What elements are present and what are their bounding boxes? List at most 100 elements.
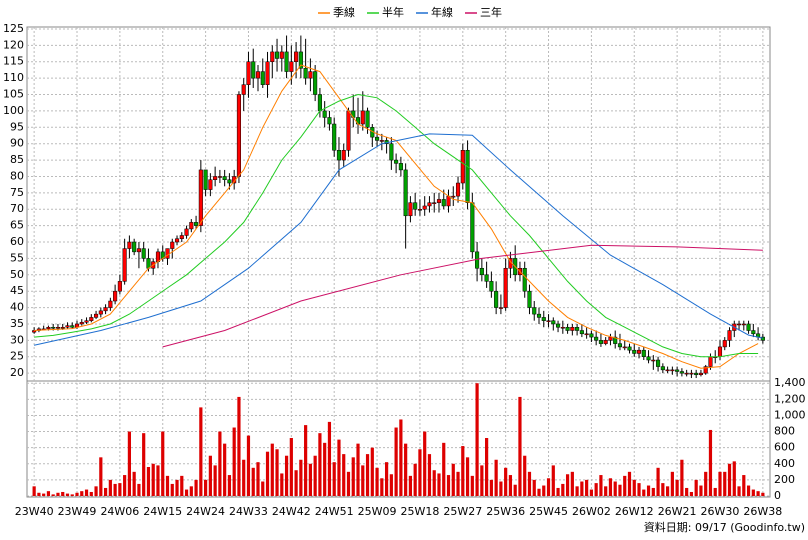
candle-body: [398, 163, 403, 171]
candle-body: [717, 346, 723, 357]
volume-tick-label: 200: [774, 473, 795, 486]
y-tick-label: 50: [10, 268, 24, 281]
volume-bar: [437, 473, 441, 496]
volume-bar: [537, 488, 541, 496]
candle-body: [284, 51, 289, 72]
candle-body: [656, 359, 661, 367]
volume-bar: [689, 491, 694, 496]
volume-bar: [470, 475, 474, 496]
volume-bar: [570, 471, 574, 496]
volume-bar: [708, 429, 713, 496]
candle-body: [608, 336, 613, 341]
volume-bar: [685, 487, 689, 496]
candle-body: [736, 323, 742, 326]
candle-body: [584, 333, 589, 336]
legend-label: 半年: [382, 5, 404, 19]
volume-bar: [80, 491, 84, 496]
volume-bar: [232, 427, 236, 496]
candle-body: [122, 248, 127, 282]
volume-bar: [99, 457, 103, 496]
volume-bar: [146, 467, 151, 496]
candle-body: [379, 140, 384, 142]
x-tick-label: 26W30: [701, 505, 740, 518]
volume-bar: [404, 443, 408, 496]
volume-panel: [26, 380, 771, 498]
candle-body: [470, 202, 475, 253]
candle-body: [603, 340, 608, 344]
candle-body: [498, 307, 503, 309]
candle-body: [327, 117, 332, 125]
volume-bar: [270, 443, 274, 496]
volume-bar: [142, 433, 146, 496]
candle-body: [522, 267, 527, 292]
candle-body: [274, 51, 280, 59]
volume-bar: [118, 483, 122, 496]
volume-bar: [175, 479, 179, 496]
candle-body: [441, 199, 446, 207]
candle-body: [484, 274, 489, 282]
x-tick-label: 26W02: [572, 505, 611, 518]
volume-tick-label: 1,200: [774, 392, 806, 405]
volume-bar: [637, 483, 641, 496]
volume-bar: [194, 479, 198, 496]
candle-body: [665, 369, 670, 372]
candle-body: [617, 343, 623, 348]
volume-bar: [75, 492, 79, 496]
candle-body: [446, 195, 451, 207]
candle-body: [436, 199, 442, 203]
candle-body: [298, 51, 303, 69]
x-tick-label: 24W42: [272, 505, 311, 518]
volume-bar: [546, 478, 551, 496]
candle-body: [727, 330, 732, 341]
candle-body: [556, 323, 561, 328]
price-panel: [26, 26, 771, 382]
volume-bar: [461, 446, 465, 496]
volume-bar: [103, 487, 108, 496]
candle-body: [422, 205, 427, 210]
candle-body: [541, 317, 546, 321]
volume-bar: [661, 483, 665, 496]
volume-bar: [42, 493, 46, 496]
candle-body: [174, 238, 180, 243]
x-tick-label: 23W40: [15, 505, 54, 518]
volume-bar: [127, 431, 132, 496]
candle-body: [251, 61, 256, 79]
candle-body: [365, 110, 370, 128]
volume-bar: [699, 485, 703, 496]
volume-tick-label: 1,000: [774, 408, 806, 421]
candle-body: [113, 290, 118, 302]
y-tick-label: 45: [10, 284, 24, 297]
candle-body: [208, 179, 213, 190]
volume-bar: [308, 463, 312, 496]
volume-bar: [727, 463, 732, 496]
candle-body: [746, 323, 751, 331]
candle-body: [403, 169, 408, 217]
ma-line: [34, 93, 759, 358]
volume-bar: [356, 443, 360, 496]
y-tick-label: 40: [10, 301, 24, 314]
candle-body: [60, 326, 65, 329]
candle-body: [313, 71, 318, 95]
volume-bar: [332, 462, 336, 496]
candle-body: [551, 320, 556, 325]
volume-bar: [761, 492, 765, 496]
y-tick-label: 100: [3, 104, 24, 117]
volume-bar: [418, 449, 422, 496]
volume-bar: [151, 463, 155, 496]
volume-bar: [361, 465, 365, 496]
y-tick-label: 75: [10, 186, 24, 199]
candle-body: [265, 61, 270, 85]
volume-bar: [623, 475, 627, 496]
volume-bar: [237, 396, 241, 496]
candle-body: [289, 61, 294, 72]
y-tick-label: 105: [3, 88, 24, 101]
x-tick-label: 24W15: [143, 505, 182, 518]
volume-bar: [551, 465, 555, 496]
candle-body: [570, 326, 575, 331]
candle-body: [698, 372, 703, 376]
candle-body: [236, 94, 241, 177]
volume-bar: [84, 489, 89, 496]
volume-bar: [318, 433, 322, 496]
y-tick-label: 120: [3, 38, 24, 51]
candle-body: [222, 176, 227, 180]
